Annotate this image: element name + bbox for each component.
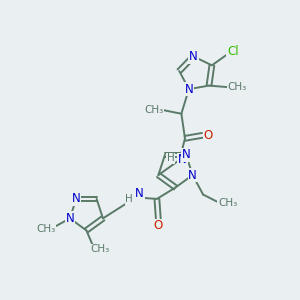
Text: CH₃: CH₃ (144, 105, 164, 115)
Text: O: O (154, 219, 163, 232)
Text: H: H (167, 153, 174, 164)
Text: N: N (189, 50, 198, 63)
Text: N: N (72, 192, 80, 206)
Text: N: N (65, 212, 74, 225)
Text: O: O (204, 129, 213, 142)
Text: N: N (178, 153, 187, 167)
Text: Cl: Cl (227, 45, 239, 58)
Text: CH₃: CH₃ (36, 224, 56, 234)
Text: CH₃: CH₃ (218, 198, 237, 208)
Text: N: N (188, 169, 197, 182)
Text: CH₃: CH₃ (90, 244, 110, 254)
Text: H: H (125, 194, 133, 204)
Text: CH₃: CH₃ (228, 82, 247, 92)
Text: N: N (182, 148, 190, 161)
Text: N: N (135, 187, 144, 200)
Text: N: N (184, 82, 193, 96)
